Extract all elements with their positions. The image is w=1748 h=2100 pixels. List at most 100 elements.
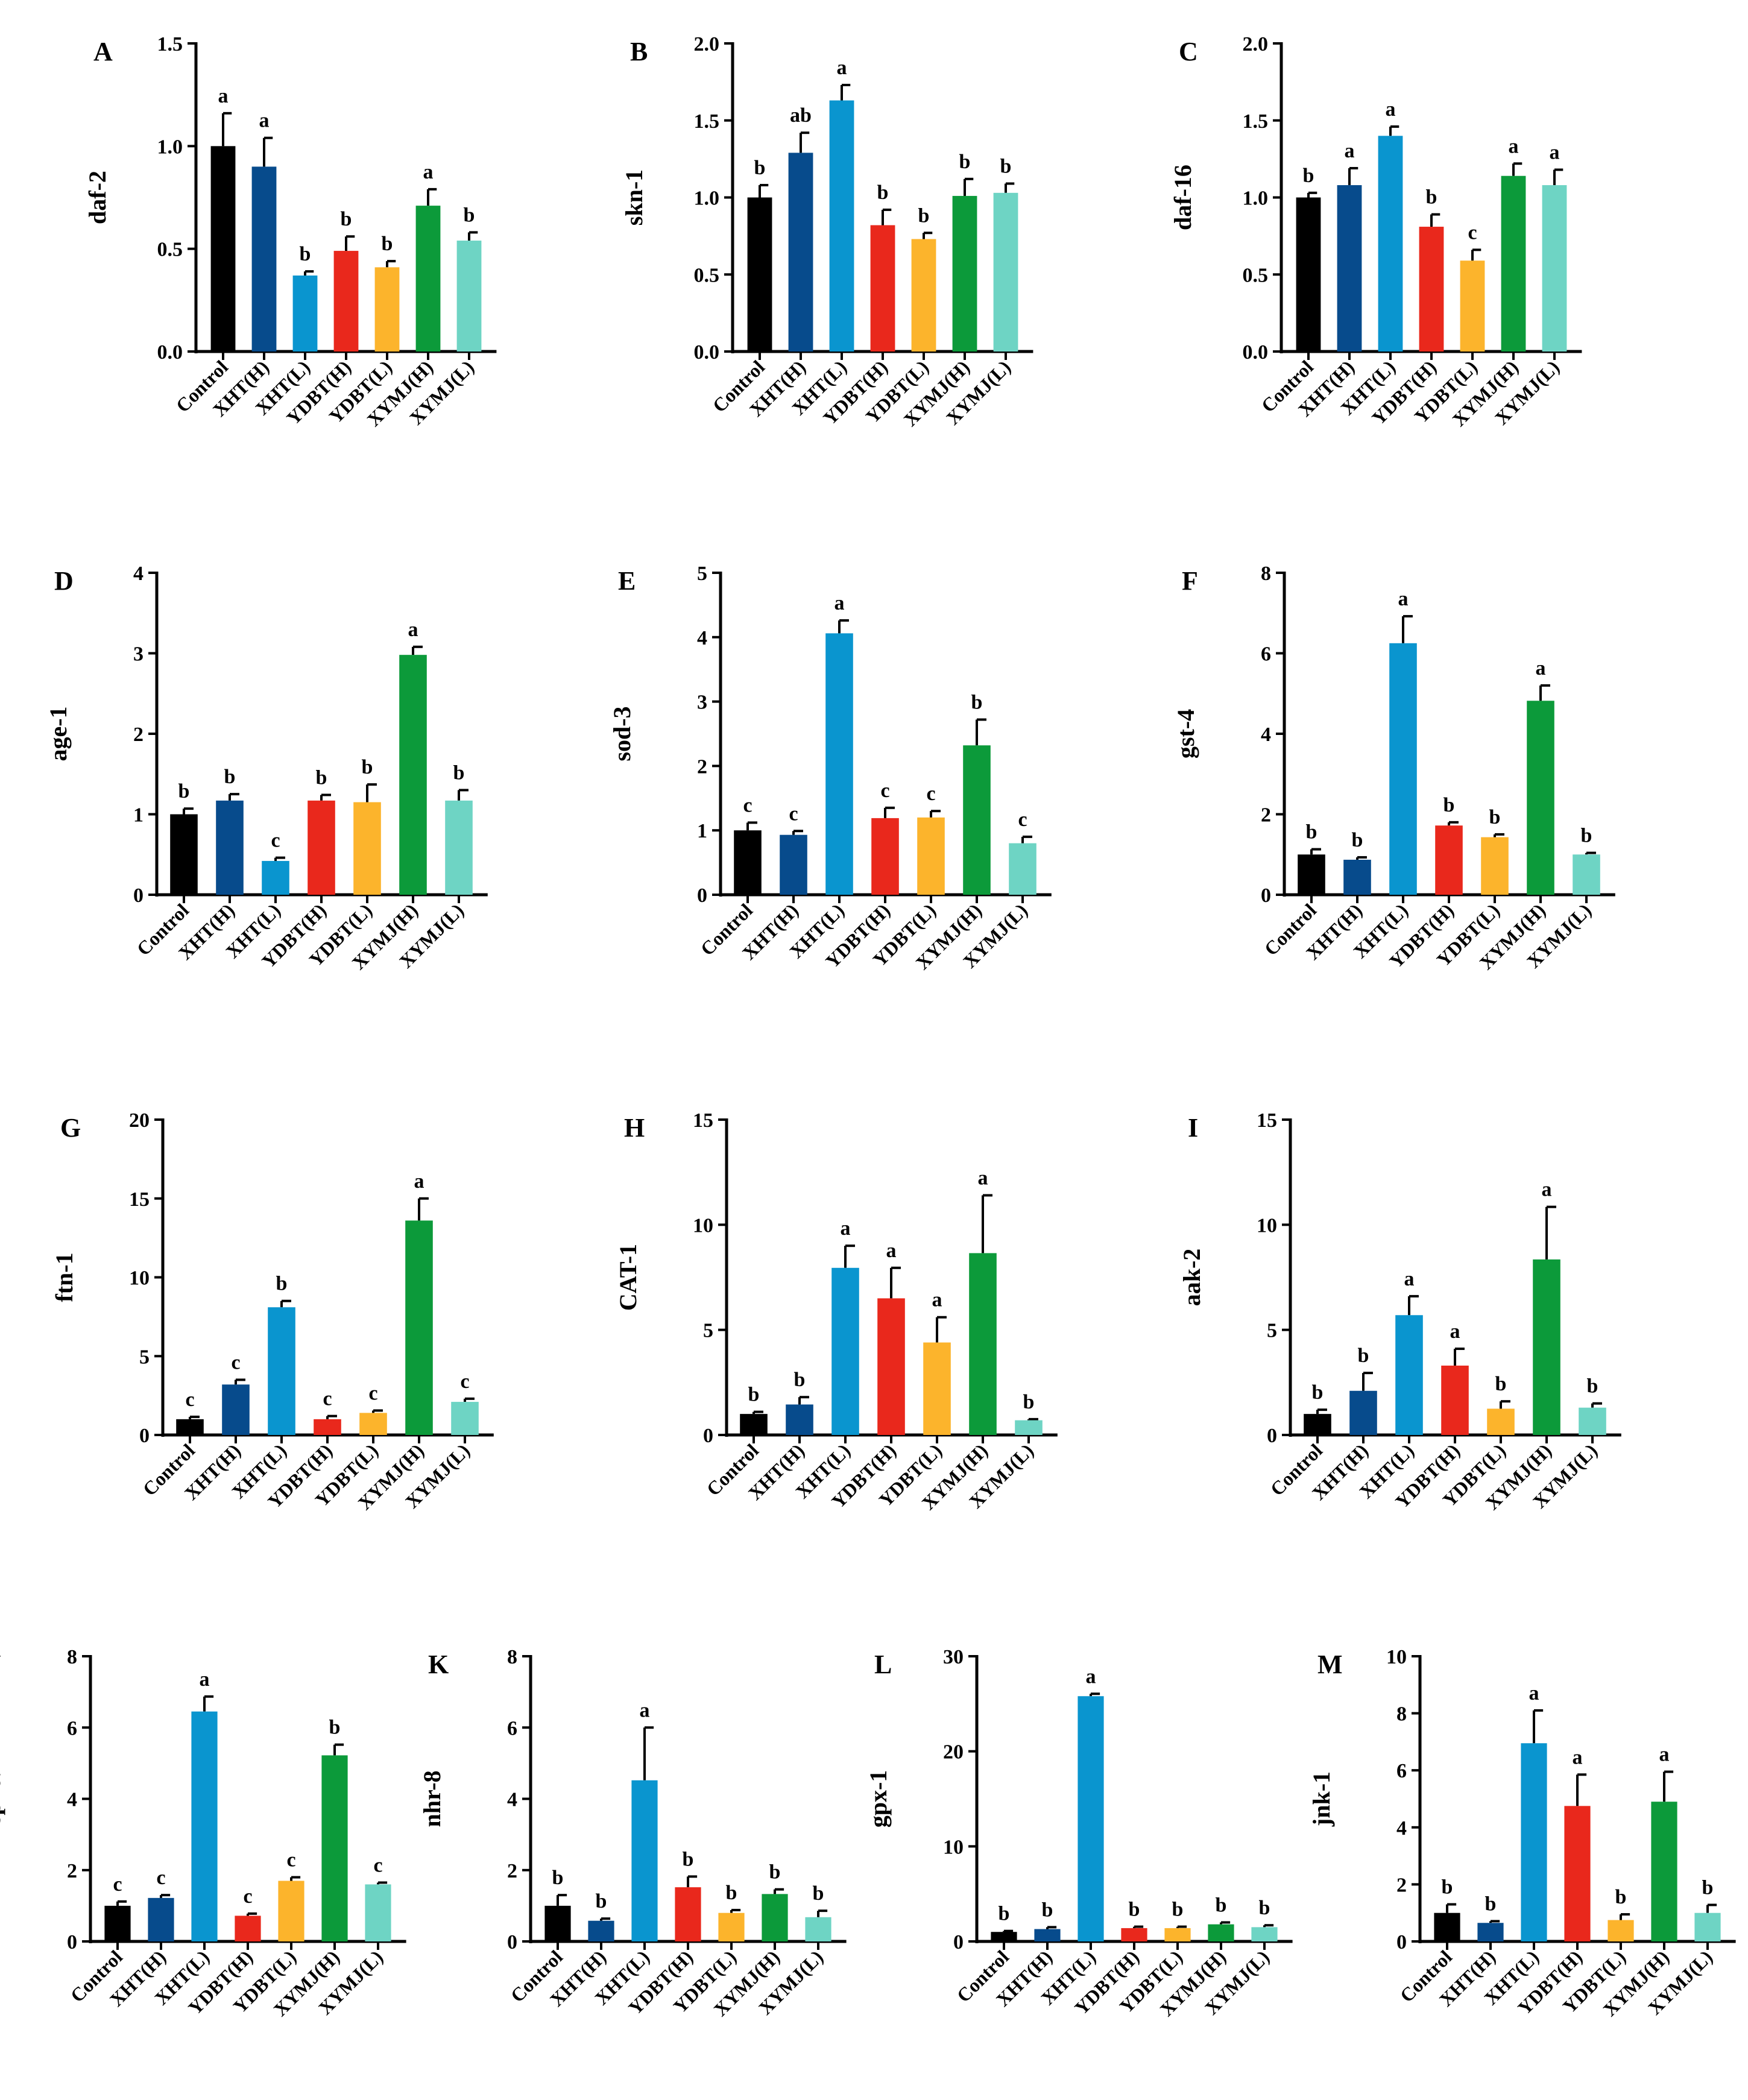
significance-label: b [1444, 794, 1455, 816]
significance-label: a [1345, 140, 1355, 162]
significance-label: a [1450, 1320, 1460, 1343]
y-axis-title: gpx-1 [865, 1770, 892, 1828]
bar [1564, 1806, 1591, 1941]
significance-label: ab [790, 104, 812, 127]
bar [1296, 197, 1321, 352]
bar [631, 1780, 658, 1941]
significance-label: b [999, 1903, 1010, 1925]
bar [1435, 825, 1463, 895]
significance-label: b [1172, 1899, 1184, 1921]
y-tick-label: 20 [129, 1109, 150, 1132]
panel-letter: I [1188, 1113, 1198, 1143]
panel-letter: C [1179, 37, 1198, 66]
y-axis-title: gst-4 [1172, 709, 1199, 758]
y-tick-label: 0 [953, 1931, 964, 1953]
y-tick-label: 4 [697, 627, 707, 649]
bar [1337, 185, 1362, 352]
bar [788, 153, 813, 352]
y-tick-label: 0 [703, 1425, 713, 1447]
significance-label: b [1000, 156, 1012, 178]
y-tick-label: 10 [943, 1836, 964, 1858]
panel-letter: B [630, 37, 648, 66]
significance-label: a [835, 592, 845, 614]
significance-label: c [460, 1370, 469, 1393]
significance-label: b [918, 204, 930, 227]
y-tick-label: 0.5 [694, 264, 720, 286]
significance-label: c [231, 1351, 240, 1373]
bar [1533, 1259, 1560, 1435]
bar [1378, 136, 1403, 352]
bar [333, 251, 359, 352]
bar [762, 1894, 788, 1941]
significance-label: b [1702, 1876, 1714, 1899]
significance-label: a [886, 1240, 897, 1262]
bar [374, 267, 400, 352]
y-tick-label: 1 [133, 804, 144, 827]
bar [1343, 859, 1371, 895]
significance-label: c [113, 1873, 122, 1896]
y-axis-title: aak-2 [1178, 1249, 1205, 1307]
bar [359, 1413, 387, 1435]
bar [1419, 227, 1444, 352]
y-tick-label: 15 [129, 1188, 150, 1211]
significance-label: a [414, 1170, 424, 1193]
bar [1460, 260, 1485, 352]
bar [831, 1267, 859, 1435]
y-axis-title: age-1 [45, 706, 72, 761]
y-tick-label: 0 [139, 1425, 150, 1447]
y-tick-label: 15 [1257, 1109, 1277, 1132]
panel-letter: G [60, 1113, 81, 1143]
significance-label: b [1352, 829, 1363, 851]
bar [1477, 1923, 1504, 1941]
significance-label: b [1306, 821, 1317, 843]
panel-letter: E [618, 566, 636, 596]
y-tick-label: 1.0 [1243, 188, 1269, 210]
bar [1164, 1928, 1191, 1941]
y-axis-title: sod-3 [608, 706, 636, 761]
bar [786, 1404, 813, 1435]
bar [456, 241, 482, 352]
y-tick-label: 4 [507, 1789, 517, 1811]
significance-label: c [286, 1849, 295, 1871]
bar [1304, 1414, 1331, 1435]
bar [278, 1881, 304, 1941]
panel-letter: L [874, 1650, 892, 1679]
significance-label: a [200, 1668, 210, 1691]
y-tick-label: 8 [507, 1646, 517, 1668]
bar [308, 800, 335, 895]
y-tick-label: 2 [697, 755, 707, 778]
bar [1579, 1407, 1606, 1435]
panel-i: I051015aak-2bControlbXHT(H)aXHT(L)aYDBT(… [1178, 1109, 1621, 1514]
bar [1651, 1802, 1677, 1941]
panel-e: E012345sod-3cControlcXHT(H)aXHT(L)cYDBT(… [608, 563, 1052, 974]
significance-label: b [1442, 1876, 1453, 1899]
significance-label: a [837, 57, 847, 79]
bar [1501, 175, 1526, 352]
y-tick-label: 15 [693, 1109, 713, 1132]
significance-label: c [185, 1389, 194, 1411]
bar [1298, 854, 1325, 895]
panel-letter: H [624, 1113, 645, 1143]
significance-label: b [464, 204, 475, 226]
bar [365, 1884, 391, 1941]
bar [952, 195, 977, 352]
y-tick-label: 30 [943, 1646, 964, 1668]
bar [1487, 1408, 1515, 1435]
significance-label: b [1426, 186, 1437, 209]
significance-label: b [552, 1867, 564, 1889]
bar [1527, 701, 1554, 895]
panel-g: G05101520ftn-1cControlcXHT(H)bXHT(L)cYDB… [51, 1109, 494, 1514]
significance-label: b [224, 766, 236, 788]
y-tick-label: 0.0 [1243, 341, 1269, 364]
bar [734, 830, 762, 895]
panel-k: K02468nhr-8bControlbXHT(H)aXHT(L)bYDBT(H… [418, 1646, 847, 2020]
bar [222, 1384, 250, 1435]
bar [353, 802, 381, 895]
significance-label: b [754, 157, 766, 179]
significance-label: c [880, 780, 889, 802]
bar [191, 1711, 218, 1941]
significance-label: b [794, 1369, 806, 1391]
significance-label: b [382, 233, 393, 255]
bar [747, 197, 772, 352]
